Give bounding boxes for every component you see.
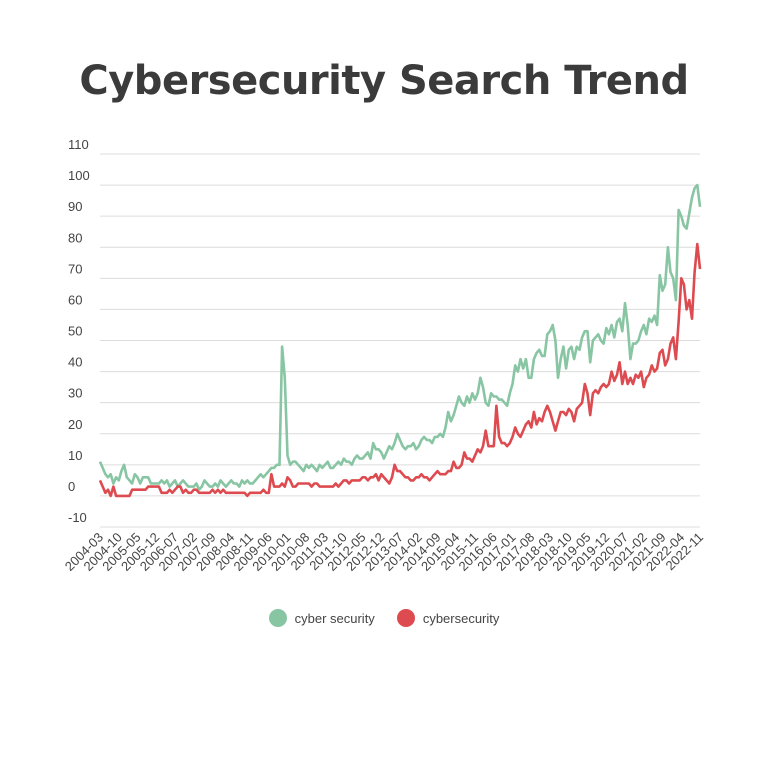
y-tick-label: 50 [68,324,82,339]
legend-label: cyber security [294,610,375,626]
legend-label: cybersecurity [422,610,500,626]
y-tick-label: 10 [68,448,82,463]
y-tick-label: -10 [68,510,87,525]
chart-title: Cybersecurity Search Trend [79,58,689,104]
series-line-cyber-security [98,183,702,491]
y-tick-label: 110 [68,137,89,152]
y-tick-label: 70 [68,261,82,276]
y-tick-label: 60 [68,292,82,307]
y-tick-label: 20 [68,417,82,432]
legend: cyber security cybersecurity [0,609,768,627]
y-tick-label: 80 [68,230,82,245]
y-tick-label: 30 [68,386,82,401]
series-line-cybersecurity [98,242,702,498]
y-tick-label: 90 [68,199,82,214]
legend-item-cybersecurity[interactable]: cybersecurity [396,609,500,627]
legend-item-cyber-security[interactable]: cyber security [268,609,375,627]
y-tick-label: 0 [68,479,75,494]
legend-swatch-cybersecurity [396,609,415,627]
legend-swatch-cyber-security [268,609,287,627]
y-tick-label: 40 [68,355,82,370]
y-tick-label: 100 [68,168,90,183]
